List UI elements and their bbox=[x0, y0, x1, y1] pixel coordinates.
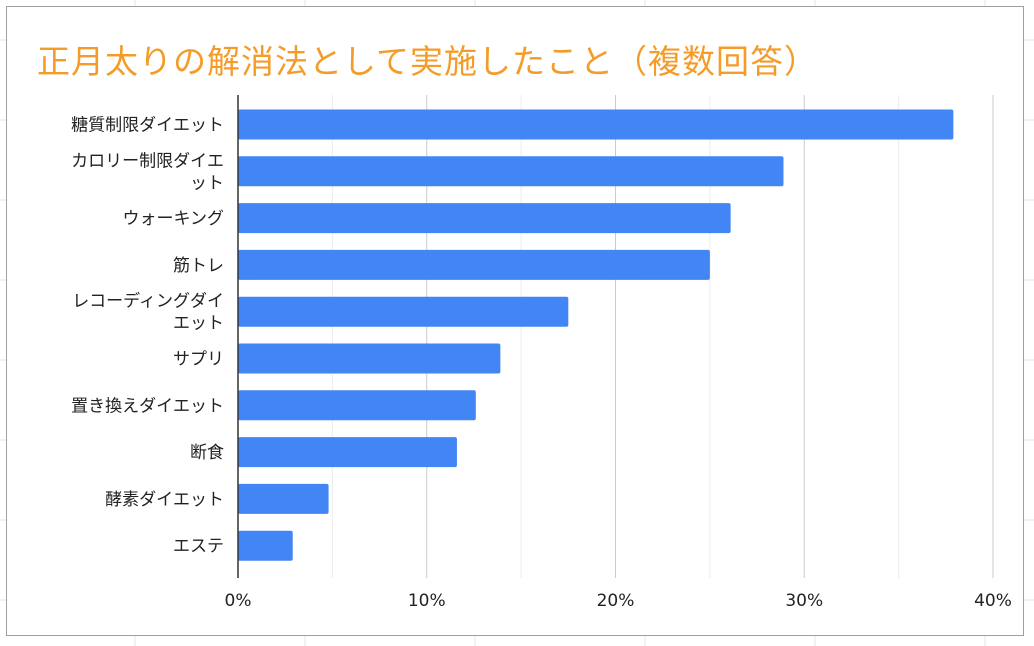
category-label: 断食 bbox=[190, 443, 224, 463]
category-label: 糖質制限ダイエット bbox=[71, 116, 224, 136]
x-tick-label: 10% bbox=[408, 591, 446, 611]
category-label: 酵素ダイエット bbox=[105, 490, 224, 510]
x-tick-label: 20% bbox=[597, 591, 635, 611]
bar[interactable] bbox=[238, 483, 329, 514]
bar[interactable] bbox=[238, 249, 710, 280]
category-label: レコーディングダイエット bbox=[72, 291, 224, 334]
bar[interactable] bbox=[238, 203, 731, 234]
bar[interactable] bbox=[238, 343, 501, 374]
category-label: カロリー制限ダイエット bbox=[71, 151, 224, 193]
category-labels: 糖質制限ダイエットカロリー制限ダイエットウォーキング筋トレレコーディングダイエッ… bbox=[71, 116, 224, 557]
category-label: サプリ bbox=[173, 350, 224, 370]
category-label: 置き換えダイエット bbox=[71, 396, 224, 416]
bar[interactable] bbox=[238, 109, 954, 140]
category-label: ウォーキング bbox=[123, 209, 225, 229]
chart-title: 正月太りの解消法として実施したこと（複数回答） bbox=[37, 42, 819, 81]
bar[interactable] bbox=[238, 390, 476, 421]
bars bbox=[238, 109, 954, 561]
x-tick-label: 40% bbox=[974, 591, 1012, 611]
bar[interactable] bbox=[238, 156, 784, 187]
x-tick-labels: 0% 10% 20% 30% 40% bbox=[225, 591, 1012, 611]
category-label: 筋トレ bbox=[173, 256, 224, 276]
bar[interactable] bbox=[238, 296, 569, 327]
bar[interactable] bbox=[238, 530, 293, 561]
category-label: エステ bbox=[173, 537, 224, 557]
x-tick-label: 0% bbox=[225, 591, 252, 611]
x-tick-label: 30% bbox=[785, 591, 823, 611]
bar[interactable] bbox=[238, 437, 457, 468]
